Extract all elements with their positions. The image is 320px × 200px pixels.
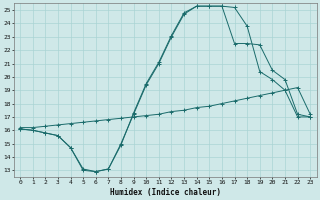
X-axis label: Humidex (Indice chaleur): Humidex (Indice chaleur) <box>110 188 220 197</box>
